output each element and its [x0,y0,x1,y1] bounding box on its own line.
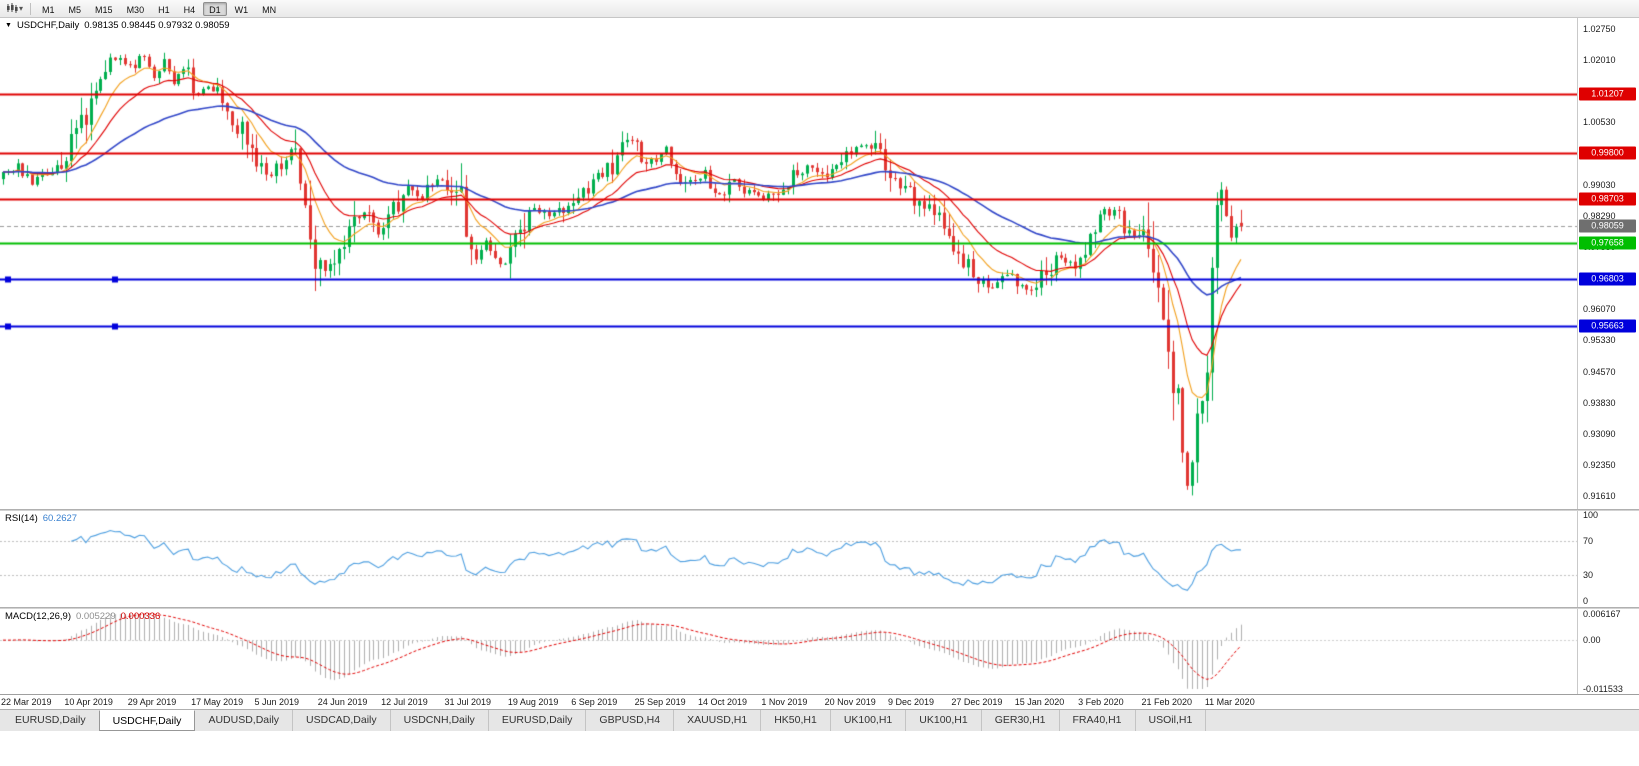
rsi-level-label: 100 [1583,510,1599,520]
macd-canvas[interactable] [0,609,1577,694]
price-plot: ▼ USDCHF,Daily 0.98135 0.98445 0.97932 0… [0,18,1577,509]
price-line-badge: 0.99800 [1579,146,1636,160]
pane-splitter[interactable] [0,509,1639,511]
price-tick: 1.02750 [1583,24,1616,35]
timeframes-toolbar: ▾ M1 M5 M15 M30 H1 H4 D1 W1 MN [0,0,1639,18]
price-tick: 0.91610 [1583,491,1616,502]
timeframe-button-m1[interactable]: M1 [42,4,55,15]
chart-tab[interactable]: USDCAD,Daily [293,710,391,731]
rsi-plot: RSI(14) 60.2627 [0,511,1577,607]
macd-axis[interactable]: 0.006167 0.00 -0.011533 [1577,609,1639,694]
price-tick: 0.93090 [1583,429,1616,440]
price-chart-canvas[interactable] [0,18,1577,509]
date-label: 5 Jun 2019 [254,697,299,707]
price-tick: 0.94570 [1583,367,1616,378]
chart-tab[interactable]: USDCNH,Daily [390,710,489,731]
current-price-badge: 0.98059 [1579,219,1636,233]
chart-period-dropdown[interactable]: ▾ [3,3,26,14]
chart-tab[interactable]: UK100,H1 [906,710,982,731]
date-label: 9 Dec 2019 [888,697,935,707]
date-label: 6 Sep 2019 [571,697,618,707]
pane-splitter[interactable] [0,607,1639,609]
timeframe-button-h4[interactable]: H4 [183,4,196,15]
rsi-level-label: 0 [1583,596,1589,606]
date-label: 22 Mar 2019 [1,697,52,707]
macd-level-label: 0.006167 [1583,609,1621,619]
date-label: 10 Apr 2019 [64,697,113,707]
date-label: 29 Apr 2019 [127,697,177,707]
timeframe-buttons: M1 M5 M15 M30 H1 H4 D1 W1 MN [35,1,283,16]
macd-pane: MACD(12,26,9) 0.005229 0.000336 0.006167… [0,609,1639,694]
date-label: 17 May 2019 [191,697,244,707]
date-label: 19 Aug 2019 [507,697,559,707]
timeframe-button-d1[interactable]: D1 [203,1,227,16]
chart-tab[interactable]: EURUSD,Daily [488,710,587,731]
toolbar-separator [30,2,32,15]
price-tick: 0.92350 [1583,460,1616,471]
timeframe-button-m30[interactable]: M30 [126,4,145,15]
chart-tab[interactable]: USDCHF,Daily [98,710,196,731]
date-label: 27 Dec 2019 [951,697,1003,707]
timeframe-button-w1[interactable]: W1 [234,4,249,15]
price-line-badge: 0.95663 [1579,319,1636,333]
price-tick: 1.00530 [1583,117,1616,128]
date-label: 20 Nov 2019 [824,697,876,707]
macd-level-label: -0.011533 [1583,684,1623,694]
date-label: 21 Feb 2020 [1141,697,1193,707]
rsi-axis[interactable]: 100 70 30 0 [1577,510,1639,607]
macd-plot: MACD(12,26,9) 0.005229 0.000336 [0,609,1577,694]
date-label: 15 Jan 2020 [1014,697,1065,707]
date-label: 31 Jul 2019 [444,697,492,707]
price-pane: ▼ USDCHF,Daily 0.98135 0.98445 0.97932 0… [0,18,1639,509]
chart-tab[interactable]: XAUUSD,H1 [674,710,762,731]
chart-tab-bar: EURUSD,Daily USDCHF,Daily AUDUSD,Daily USDC… [0,709,1639,731]
timeframe-button-m15[interactable]: M15 [95,4,113,15]
macd-level-label: 0.00 [1583,635,1601,646]
date-label: 11 Mar 2020 [1204,697,1255,707]
price-tick: 0.98290 [1583,211,1616,222]
timeframe-button-mn[interactable]: MN [262,4,277,15]
price-tick: 0.93830 [1583,398,1616,409]
price-tick: 0.96070 [1583,304,1616,315]
date-label: 1 Nov 2019 [761,697,808,707]
chart-tab[interactable]: EURUSD,Daily [2,710,100,731]
date-label: 3 Feb 2020 [1078,697,1124,707]
chart-tab[interactable]: UK100,H1 [830,710,907,731]
rsi-level-label: 30 [1583,570,1594,581]
price-line-badge: 0.98703 [1579,192,1636,206]
chart-tab[interactable]: FRA40,H1 [1059,710,1136,731]
price-tick: 0.99030 [1583,180,1616,191]
chart-tab[interactable]: GBPUSD,H4 [586,710,675,731]
candlestick-chart-icon [7,3,18,13]
dropdown-caret-icon: ▾ [19,3,24,13]
bottom-strip [0,731,1639,766]
chart-tab[interactable]: AUDUSD,Daily [195,710,294,731]
rsi-canvas[interactable] [0,511,1577,607]
timeframe-button-h1[interactable]: H1 [158,4,170,15]
chart-window: ▼ USDCHF,Daily 0.98135 0.98445 0.97932 0… [0,18,1639,709]
rsi-level-label: 70 [1583,535,1594,546]
chart-tab[interactable]: HK50,H1 [761,710,831,731]
date-label: 24 Jun 2019 [317,697,368,707]
rsi-pane: RSI(14) 60.2627 100 70 30 0 [0,510,1639,607]
date-label: 14 Oct 2019 [697,697,747,707]
date-label: 12 Jul 2019 [381,697,428,707]
chart-tab[interactable]: GER30,H1 [981,710,1060,731]
price-tick: 1.02010 [1583,55,1616,66]
price-line-badge: 0.97658 [1579,236,1636,250]
price-axis[interactable]: 1.027501.020101.005300.990300.982900.975… [1577,18,1639,509]
price-line-badge: 1.01207 [1579,87,1636,101]
timeframe-button-m5[interactable]: M5 [68,4,82,15]
price-line-badge: 0.96803 [1579,272,1636,286]
price-tick: 0.95330 [1583,335,1616,346]
date-label: 25 Sep 2019 [634,697,686,707]
time-axis[interactable]: 22 Mar 2019 10 Apr 2019 29 Apr 2019 17 May … [0,694,1639,709]
chart-tab[interactable]: USOil,H1 [1135,710,1207,731]
